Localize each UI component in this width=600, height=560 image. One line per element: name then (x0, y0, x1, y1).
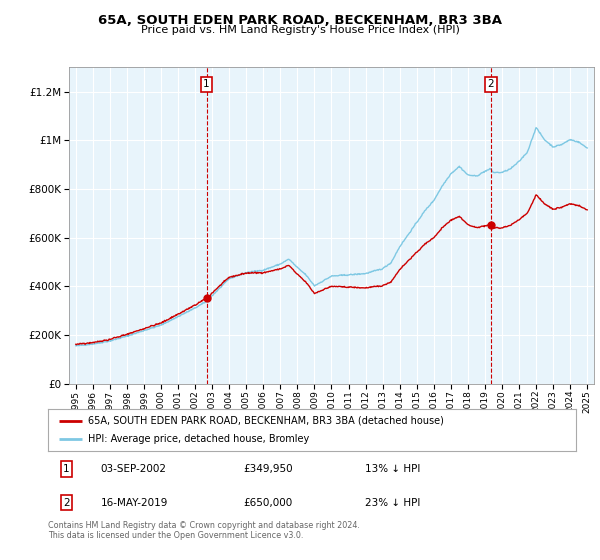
Text: Contains HM Land Registry data © Crown copyright and database right 2024.
This d: Contains HM Land Registry data © Crown c… (48, 521, 360, 540)
Text: 2: 2 (63, 498, 70, 507)
Text: Price paid vs. HM Land Registry's House Price Index (HPI): Price paid vs. HM Land Registry's House … (140, 25, 460, 35)
Text: 1: 1 (203, 79, 210, 89)
Text: 16-MAY-2019: 16-MAY-2019 (101, 498, 168, 507)
Text: HPI: Average price, detached house, Bromley: HPI: Average price, detached house, Brom… (88, 434, 309, 444)
Text: 13% ↓ HPI: 13% ↓ HPI (365, 464, 420, 474)
Text: 23% ↓ HPI: 23% ↓ HPI (365, 498, 420, 507)
Text: 65A, SOUTH EDEN PARK ROAD, BECKENHAM, BR3 3BA: 65A, SOUTH EDEN PARK ROAD, BECKENHAM, BR… (98, 14, 502, 27)
Text: £349,950: £349,950 (244, 464, 293, 474)
Text: £650,000: £650,000 (244, 498, 293, 507)
Text: 1: 1 (63, 464, 70, 474)
Text: 2: 2 (487, 79, 494, 89)
Text: 03-SEP-2002: 03-SEP-2002 (101, 464, 167, 474)
Text: 65A, SOUTH EDEN PARK ROAD, BECKENHAM, BR3 3BA (detached house): 65A, SOUTH EDEN PARK ROAD, BECKENHAM, BR… (88, 416, 443, 426)
